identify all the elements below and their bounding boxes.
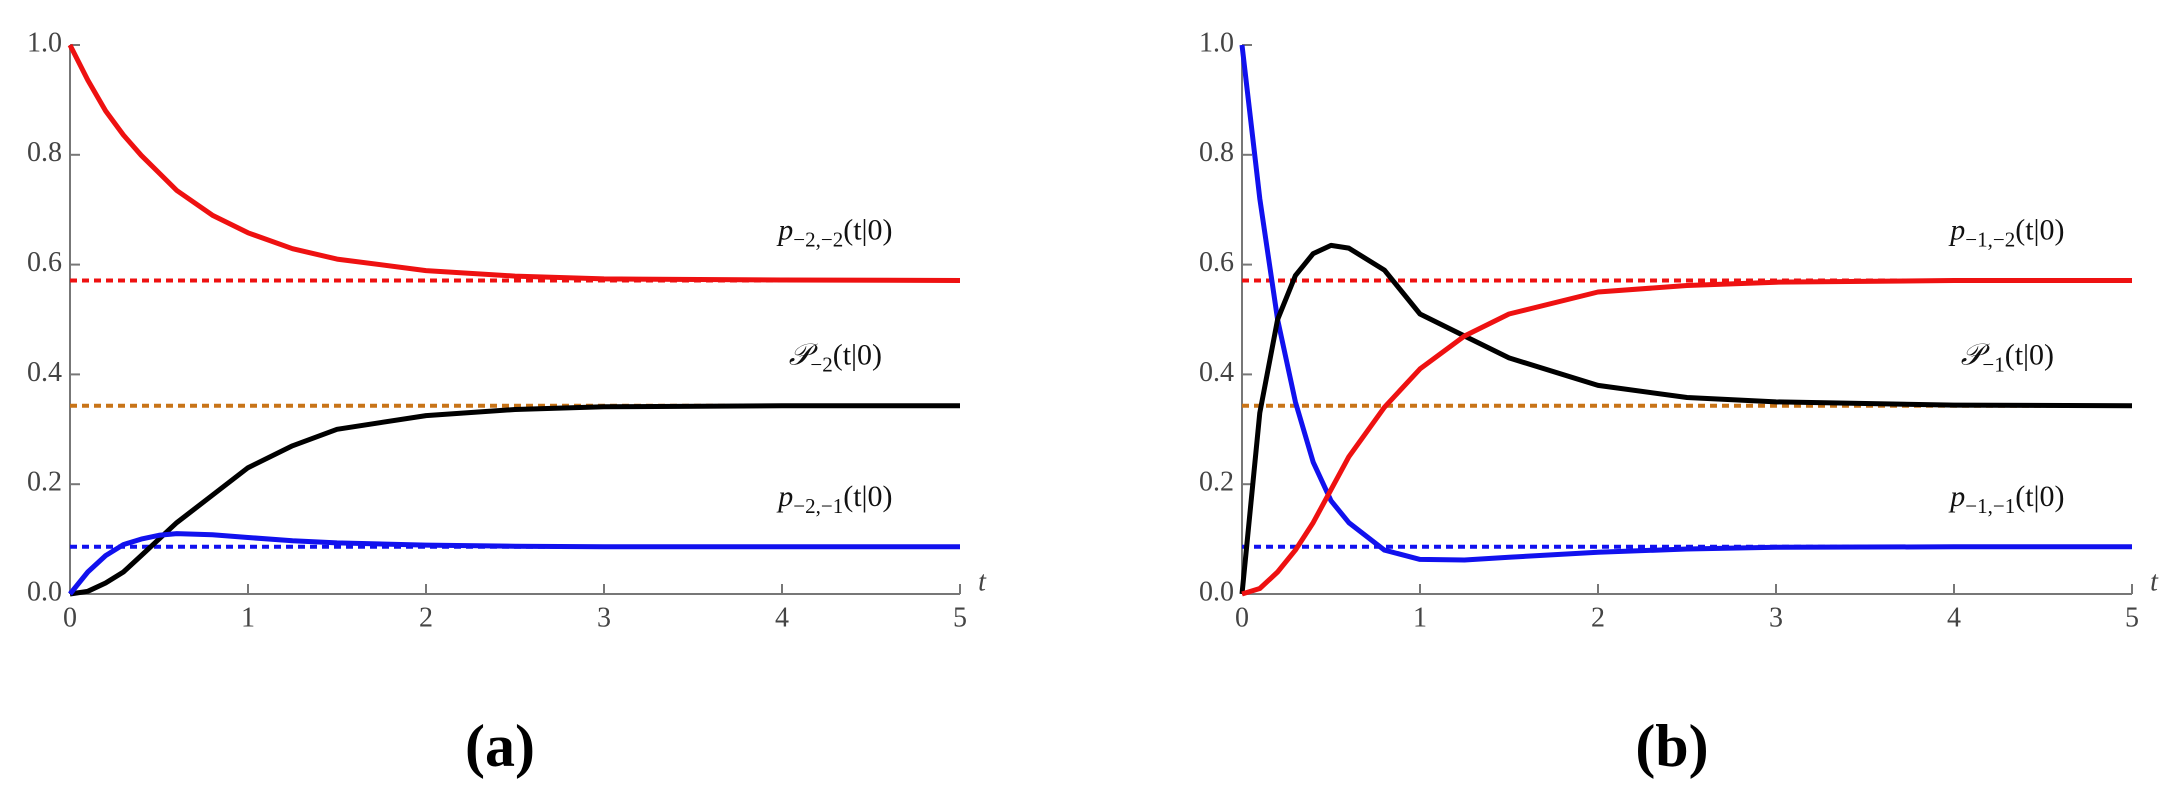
label-subscript: −1,−2 (1965, 227, 2015, 251)
x-tick-label: 2 (1591, 602, 1605, 633)
label-symbol: p (776, 213, 793, 246)
y-tick-label: 0.6 (1199, 247, 1234, 278)
label-argument: (t|0) (833, 339, 882, 372)
curve-label: p−1,−1(t|0) (1948, 480, 2064, 518)
x-axis-label: t (2150, 566, 2159, 597)
curve (69, 403, 960, 597)
y-tick-label: 0.0 (27, 576, 62, 607)
x-tick-label: 3 (1769, 602, 1783, 633)
x-tick-label: 2 (419, 602, 433, 633)
y-tick-label: 0.2 (1199, 467, 1234, 498)
curve-label: p−2,−2(t|0) (776, 213, 892, 251)
y-tick-label: 0.2 (27, 467, 62, 498)
x-tick-label: 4 (775, 602, 789, 633)
curve-label: p−2,−1(t|0) (776, 480, 892, 518)
label-symbol: p (1948, 480, 1965, 513)
label-argument: (t|0) (843, 480, 892, 513)
curve-label: 𝒫−2(t|0) (789, 339, 882, 377)
y-tick-label: 0.8 (27, 137, 62, 168)
x-tick-label: 0 (63, 602, 77, 633)
curve (68, 531, 960, 596)
x-tick-label: 4 (1947, 602, 1961, 633)
curve (1241, 278, 2132, 597)
x-tick-label: 5 (2125, 602, 2139, 633)
y-tick-label: 1.0 (27, 27, 62, 58)
label-subscript: −2,−1 (793, 494, 843, 518)
label-symbol: p (776, 480, 793, 513)
label-subscript: −2 (810, 353, 832, 377)
label-argument: (t|0) (843, 213, 892, 246)
label-argument: (t|0) (2015, 213, 2064, 246)
label-subscript: −2,−2 (793, 227, 843, 251)
curve-label: 𝒫−1(t|0) (1961, 339, 2054, 377)
x-tick-label: 3 (597, 602, 611, 633)
label-argument: (t|0) (2005, 339, 2054, 372)
label-subscript: −1,−1 (1965, 494, 2015, 518)
x-tick-label: 1 (241, 602, 255, 633)
x-axis-label: t (978, 566, 987, 597)
curve (67, 43, 961, 283)
x-tick-label: 5 (953, 602, 967, 633)
y-tick-label: 0.4 (27, 357, 62, 388)
curve-label: p−1,−2(t|0) (1948, 213, 2064, 251)
x-tick-label: 0 (1235, 602, 1249, 633)
y-tick-label: 0.0 (1199, 576, 1234, 607)
x-tick-label: 1 (1413, 602, 1427, 633)
curve (1239, 44, 2132, 563)
label-argument: (t|0) (2015, 480, 2064, 513)
y-tick-label: 0.4 (1199, 357, 1234, 388)
panel-label: (a) (465, 713, 535, 779)
curve (1239, 242, 2133, 595)
label-symbol: p (1948, 213, 1965, 246)
y-tick-label: 1.0 (1199, 27, 1234, 58)
label-subscript: −1 (1982, 353, 2004, 377)
y-tick-label: 0.6 (27, 247, 62, 278)
panel-label: (b) (1635, 713, 1708, 779)
y-tick-label: 0.8 (1199, 137, 1234, 168)
